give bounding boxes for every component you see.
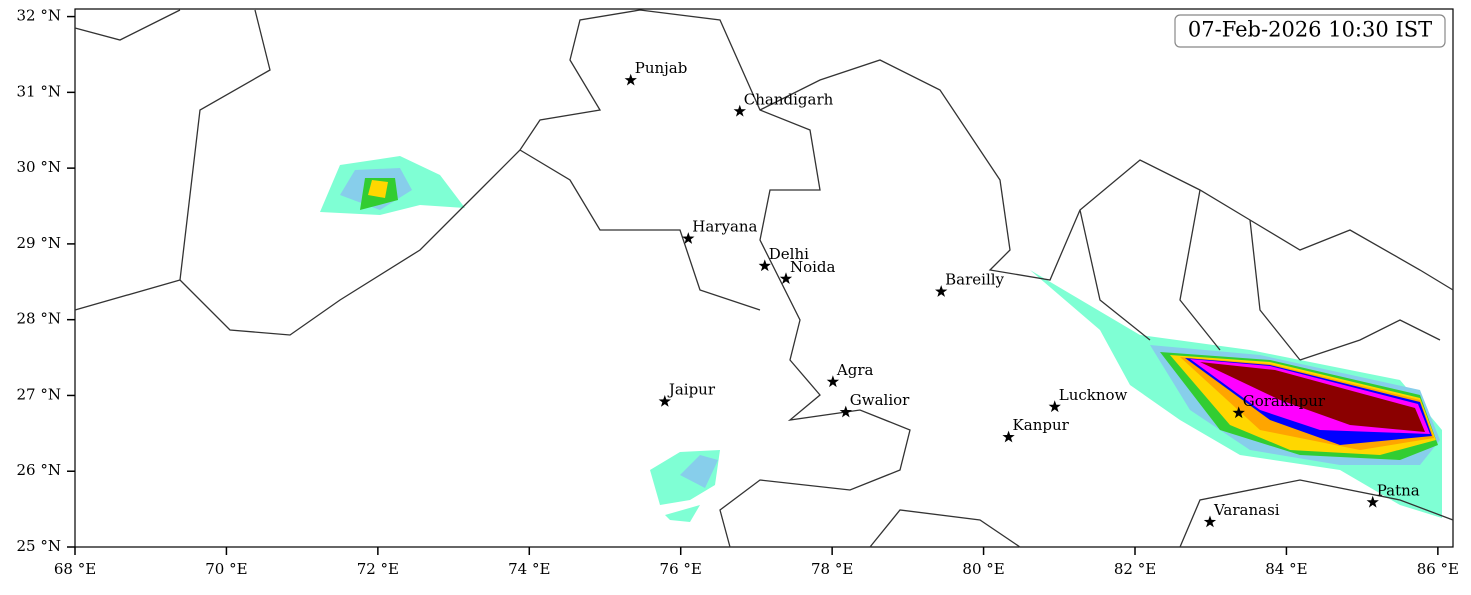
x-tick-label: 68 °E	[54, 560, 96, 578]
x-tick-label: 82 °E	[1114, 560, 1156, 578]
city-marker	[624, 73, 637, 86]
y-tick-label: 29 °N	[17, 234, 61, 252]
y-tick-label: 25 °N	[17, 537, 61, 555]
city-marker	[1002, 430, 1015, 443]
city-marker	[826, 375, 840, 388]
x-tick-label: 80 °E	[962, 560, 1004, 578]
x-tick-label: 84 °E	[1265, 560, 1307, 578]
x-tick-label: 74 °E	[508, 560, 550, 578]
city-label: Jaipur	[667, 381, 716, 399]
city-label: Chandigarh	[744, 90, 834, 108]
city-label: Haryana	[692, 218, 757, 236]
city-marker	[758, 259, 771, 272]
city-marker	[839, 405, 852, 418]
city-marker	[682, 232, 695, 244]
city-label: Punjab	[635, 59, 688, 77]
city-label: Noida	[790, 258, 836, 276]
city-label: Delhi	[769, 245, 809, 263]
city-marker	[1203, 515, 1217, 528]
borders	[74, 9, 1454, 548]
y-tick-label: 30 °N	[17, 158, 61, 176]
x-tick-label: 72 °E	[357, 560, 399, 578]
y-tick-label: 31 °N	[17, 82, 61, 100]
city-label: Patna	[1377, 481, 1420, 499]
city-label: Varanasi	[1213, 501, 1280, 519]
y-tick-label: 28 °N	[17, 310, 61, 328]
city-marker	[1232, 406, 1245, 419]
city-marker	[658, 395, 671, 407]
x-tick-label: 86 °E	[1417, 560, 1459, 578]
city-label: Kanpur	[1013, 416, 1070, 434]
city-marker	[779, 272, 793, 284]
city-marker	[733, 104, 746, 117]
y-tick-label: 26 °N	[17, 461, 61, 479]
city-marker	[1366, 495, 1379, 508]
city-label: Gorakhpur	[1243, 392, 1326, 410]
timestamp: 07-Feb-2026 10:30 IST	[1188, 18, 1432, 42]
city-marker	[935, 285, 948, 297]
precipitation	[320, 156, 1442, 522]
y-tick-label: 27 °N	[17, 385, 61, 403]
x-tick-label: 76 °E	[660, 560, 702, 578]
city-label: Gwalior	[850, 391, 910, 409]
x-tick-label: 78 °E	[811, 560, 853, 578]
x-tick-label: 70 °E	[205, 560, 247, 578]
timestamp-box	[1174, 14, 1446, 48]
city-label: Bareilly	[945, 271, 1004, 289]
city-label: Lucknow	[1059, 386, 1128, 404]
map-frame	[74, 8, 1454, 548]
city-marker	[1048, 400, 1061, 413]
city-label: Agra	[836, 361, 874, 379]
y-tick-label: 32 °N	[17, 7, 61, 25]
